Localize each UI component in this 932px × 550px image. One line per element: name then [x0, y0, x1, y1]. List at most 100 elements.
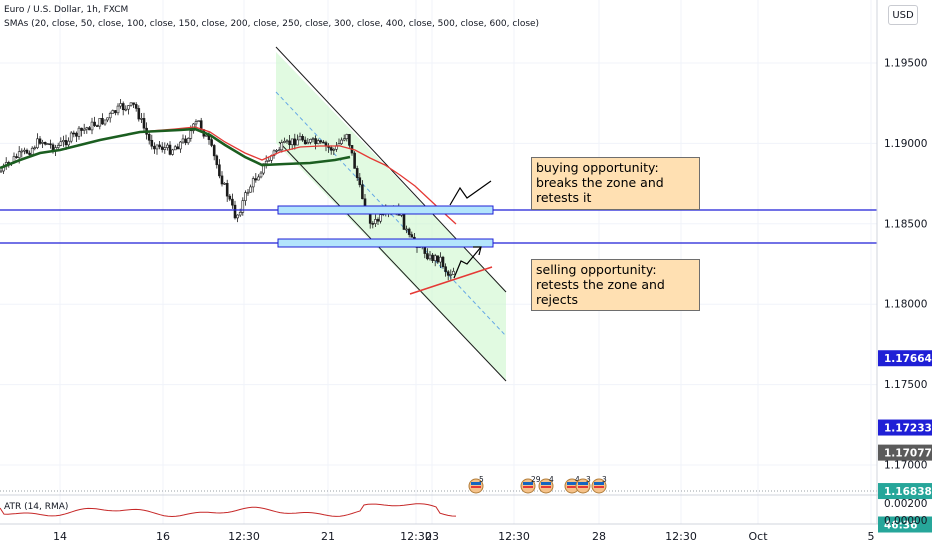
atr-legend[interactable]: ATR (14, RMA): [4, 502, 69, 512]
price-badge-bg: [878, 419, 932, 436]
price-badge-bg: [878, 516, 932, 533]
candle: [257, 174, 260, 181]
us-flag-icon[interactable]: 3: [591, 475, 607, 494]
candle: [147, 131, 151, 145]
candle: [303, 136, 307, 145]
indicator-legend[interactable]: SMAs (20, close, 50, close, 100, close, …: [4, 19, 540, 29]
candle: [371, 221, 375, 229]
price-badge: 1.17664: [878, 350, 932, 367]
currency-button[interactable]: USD: [888, 5, 918, 25]
candle: [163, 142, 167, 154]
atr-tick-label: 0.00200: [884, 498, 927, 510]
candle: [280, 139, 284, 153]
symbol-legend[interactable]: Euro / U.S. Dollar, 1h, FXCM: [4, 5, 129, 15]
candle: [353, 151, 356, 169]
candle: [93, 116, 96, 127]
candle: [80, 127, 83, 137]
trend-line-red[interactable]: [409, 266, 493, 295]
candle: [75, 131, 78, 143]
candle: [88, 126, 91, 131]
candle: [33, 145, 37, 151]
candle: [218, 159, 221, 179]
price-badge: 1.16838: [878, 483, 932, 500]
us-flag-icon[interactable]: 29: [520, 475, 541, 494]
candle: [194, 119, 198, 128]
candle: [168, 141, 172, 156]
candle: [290, 138, 294, 150]
price-tick-label: 1.19000: [884, 138, 927, 150]
zone-box-upper[interactable]: [277, 205, 494, 215]
candle: [441, 255, 445, 269]
support-resistance-zones: [0, 205, 877, 248]
price-badge: 1.17233: [878, 419, 932, 436]
price-axis[interactable]: 1.19500 1.19000 1.18500 1.18000 1.17500 1.170…: [884, 58, 927, 472]
candle: [251, 176, 255, 193]
channel-bottom-line[interactable]: [278, 141, 507, 382]
candle: [121, 101, 125, 116]
candle: [25, 148, 29, 155]
time-tick-label: 16: [156, 530, 170, 543]
candle: [41, 139, 44, 149]
candle: [431, 253, 434, 264]
candle: [15, 153, 18, 159]
candle: [85, 126, 89, 134]
event-count-label: 5: [479, 475, 484, 484]
candle: [23, 147, 26, 155]
candle: [449, 269, 453, 280]
candle: [72, 130, 76, 138]
candle: [316, 138, 320, 145]
price-badges: 1.17664 1.17233 1.17077 1.16838 46:36: [878, 350, 932, 533]
sell-note-line-1: selling opportunity:: [536, 262, 657, 277]
price-badge-bg: [878, 483, 932, 500]
zone-box-lower[interactable]: [277, 238, 494, 248]
candle: [129, 102, 133, 107]
sell-note[interactable]: selling opportunity: retests the zone an…: [531, 259, 700, 311]
candle: [249, 184, 252, 193]
price-tick-label: 1.17000: [884, 460, 927, 472]
candle: [311, 137, 315, 143]
price-badge: 46:36: [878, 516, 932, 533]
us-flag-icon[interactable]: 4: [564, 475, 580, 494]
sell-path-arrow[interactable]: [453, 246, 482, 279]
candle: [116, 103, 120, 116]
candle: [407, 227, 411, 238]
price-tick-label: 1.18000: [884, 299, 927, 311]
candle: [36, 133, 39, 150]
atr-line: [0, 503, 457, 518]
candle: [67, 137, 70, 149]
buy-note[interactable]: buying opportunity: breaks the zone and …: [531, 157, 700, 210]
us-flag-icon[interactable]: 4: [538, 475, 554, 494]
candle: [114, 109, 117, 116]
buy-path-arrow[interactable]: [449, 180, 492, 206]
candle: [158, 140, 161, 150]
event-count-label: 3: [602, 475, 607, 484]
candle: [184, 135, 187, 146]
candle: [332, 147, 336, 155]
candle: [153, 142, 156, 154]
candle: [410, 231, 414, 238]
us-flag-icon[interactable]: 5: [468, 475, 484, 494]
candle: [98, 118, 102, 130]
candle: [4, 157, 8, 170]
candle: [374, 214, 377, 228]
candle: [59, 137, 63, 147]
candle: [293, 133, 297, 150]
candle: [231, 193, 234, 209]
candle: [244, 190, 247, 206]
us-flag-icon[interactable]: 3: [575, 475, 591, 494]
candle: [210, 136, 213, 148]
candle: [20, 148, 24, 158]
candle: [82, 123, 86, 135]
buy-note-line-1: buying opportunity:: [536, 160, 659, 175]
candle: [225, 179, 229, 202]
candle: [108, 111, 112, 123]
candle: [142, 112, 146, 133]
price-badge-label: 1.17077: [884, 448, 932, 460]
atr-axis: 0.00200 0.00000: [884, 498, 927, 527]
event-markers: 5 29 4 4 3 3: [468, 475, 607, 494]
candle: [342, 134, 346, 142]
candle: [181, 134, 185, 144]
sell-note-line-2: retests the zone and: [536, 277, 665, 292]
